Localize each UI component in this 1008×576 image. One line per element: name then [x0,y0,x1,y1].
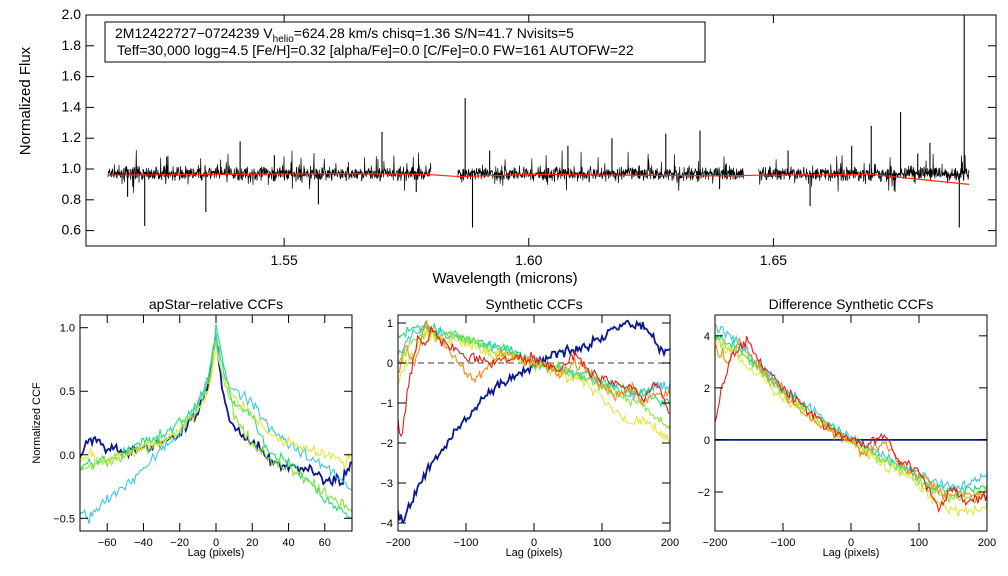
plot-area [715,324,987,517]
x-tick-label: 1.55 [271,252,298,268]
panel-synthetic-ccf: −200 −100 0 100 200 −4 −3 −2 −1 0 1 Synthetic CCFs L… [380,296,679,559]
y-tick-label: −0.5 [53,513,75,525]
chart-title: Difference Synthetic CCFs [769,296,934,312]
series-diff-6 [715,337,987,504]
series-diff-3 [715,333,987,497]
chart-title: Synthetic CCFs [485,296,582,312]
chart-title: apStar−relative CCFs [149,296,283,312]
y-tick-label: 1 [387,318,393,330]
panel-spectrum: 1.55 1.60 1.65 0.6 0.8 1.0 1.2 1.4 1.6 1.8 2.0 Wave… [17,6,997,287]
y-tick-label: 0.6 [62,222,82,238]
x-axis-label: Lag (pixels) [188,547,245,559]
series-visit-4 [80,339,352,513]
x-tick-label: 1.60 [515,252,542,268]
y-tick-label: 1.4 [62,98,82,114]
annotation-line-2: Teff=30,000 logg=4.5 [Fe/H]=0.32 [alpha/… [117,42,634,58]
y-tick-label: 1.8 [62,37,82,53]
y-tick-label: 0 [704,435,710,447]
series-diff-7 [715,335,987,513]
y-tick-label: −4 [380,518,393,530]
y-axis-label: Normalized CCF [31,382,43,464]
axes-frame [85,14,997,247]
y-tick-label: 2.0 [62,6,82,22]
x-tick-label: 0 [213,537,219,549]
x-axis-label: Wavelength (microns) [432,270,577,287]
x-tick-label: −20 [170,537,189,549]
x-tick-label: 100 [593,537,611,549]
y-axis-label: Normalized Flux [17,46,34,155]
x-tick-label: 60 [319,537,331,549]
x-tick-label: −40 [134,537,153,549]
series-diff-2 [715,324,987,492]
plot-area [80,323,352,524]
series-visit-2 [80,332,352,524]
y-tick-label: 1.2 [62,129,82,145]
y-tick-label: 1.0 [62,160,82,176]
y-tick-label: 0.8 [62,191,82,207]
series-template-4 [398,329,670,431]
axes-frame [79,314,353,532]
annotation-line-1: 2M12422727−0724239 Vhelio=624.28 km/s ch… [115,25,574,45]
x-axis-label: Lag (pixels) [506,547,563,559]
x-tick-label: 0 [848,537,854,549]
series-template-2 [398,322,670,401]
y-tick-label: 2 [704,383,710,395]
y-tick-label: 0 [387,358,393,370]
y-tick-label: 4 [704,331,710,343]
y-tick-label: −2 [697,487,710,499]
series-template-7 [398,325,670,438]
series-template-1 [398,319,670,524]
y-tick-label: 1.0 [60,323,75,335]
x-tick-label: 20 [246,537,258,549]
series-observed [107,150,970,193]
x-tick-label: 200 [661,537,679,549]
y-tick-label: 0.0 [60,450,75,462]
plot-area [398,319,670,524]
series-model [107,172,970,185]
x-tick-label: −100 [771,537,796,549]
y-tick-label: −2 [380,438,393,450]
y-tick-label: 0.5 [60,386,75,398]
y-tick-label: −1 [380,398,393,410]
x-tick-label: −200 [703,537,728,549]
panel-difference-ccf: −200 −100 0 100 200 −2 0 2 4 Difference Synthetic… [697,296,996,559]
y-tick-label: 1.6 [62,68,82,84]
x-axis-label: Lag (pixels) [823,547,880,559]
x-tick-label: 40 [282,537,294,549]
x-tick-label: 100 [910,537,928,549]
y-tick-label: −3 [380,478,393,490]
x-tick-label: −60 [98,537,117,549]
spectrum-annotation: 2M12422727−0724239 Vhelio=624.28 km/s ch… [104,21,706,63]
x-tick-label: 1.65 [760,252,787,268]
x-tick-label: 200 [978,537,996,549]
x-tick-label: 0 [531,537,537,549]
chart-panels: 1.55 1.60 1.65 0.6 0.8 1.0 1.2 1.4 1.6 1.8 2.0 Wave… [17,6,997,559]
series-visit-5 [80,350,352,469]
x-tick-label: −100 [454,537,479,549]
x-tick-label: −200 [386,537,411,549]
panel-apstar-ccf: −60 −40 −20 0 20 40 60 −0.5 0.0 0.5 1.0 apStar−rela… [31,296,353,559]
plot-area [107,15,970,228]
